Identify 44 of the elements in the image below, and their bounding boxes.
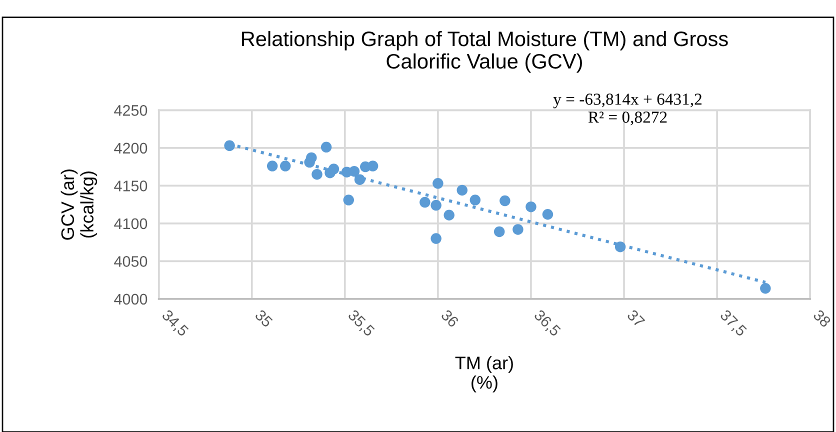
point <box>512 224 524 235</box>
point <box>542 208 554 220</box>
annotation: R² = 0,8272 <box>588 112 667 126</box>
point <box>343 194 354 206</box>
point <box>266 160 278 172</box>
x-tick-label: 37,5 <box>718 309 748 338</box>
point <box>354 174 366 186</box>
point <box>312 168 322 180</box>
point <box>614 241 626 252</box>
x-tick-label: 35,5 <box>346 309 376 338</box>
y-tick-label: 4150 <box>114 180 148 192</box>
point <box>432 178 444 189</box>
text: y = -63,814x + 6431,2 <box>553 94 702 108</box>
point <box>420 196 430 208</box>
y-tick-label: 4250 <box>114 105 148 116</box>
chart-title: Relationship Graph of Total Moisture (TM) and Gross Calorific Value (GCV) <box>242 30 728 73</box>
y-tick-label: 4200 <box>114 142 148 154</box>
x-tick-label: 37 <box>626 309 646 328</box>
point <box>456 184 468 196</box>
point <box>444 210 454 221</box>
point <box>494 226 505 238</box>
point <box>470 194 481 206</box>
x-tick-label: 38 <box>812 309 832 328</box>
point <box>367 160 378 172</box>
point <box>320 142 332 153</box>
point <box>500 195 510 206</box>
y-axis-title: GCV (ar) (kcal/kg) <box>60 170 98 240</box>
x-tick-label: 36 <box>440 309 460 328</box>
y-tick-label: 4050 <box>114 256 148 267</box>
y-tick-label: 4000 <box>114 294 148 305</box>
x-tick-label: 35 <box>254 309 274 328</box>
point <box>430 233 442 244</box>
x-tick-label: 34,5 <box>160 309 190 338</box>
point <box>526 201 536 212</box>
point <box>306 152 317 164</box>
x-axis-title: TM (ar) (%) <box>455 356 513 392</box>
x-tick-label: 36,5 <box>532 309 562 338</box>
y-tick-label: 4100 <box>114 218 148 230</box>
point <box>430 200 442 211</box>
point <box>348 166 360 177</box>
point <box>280 160 291 172</box>
point <box>328 164 340 174</box>
point <box>760 282 771 294</box>
point <box>224 140 235 152</box>
